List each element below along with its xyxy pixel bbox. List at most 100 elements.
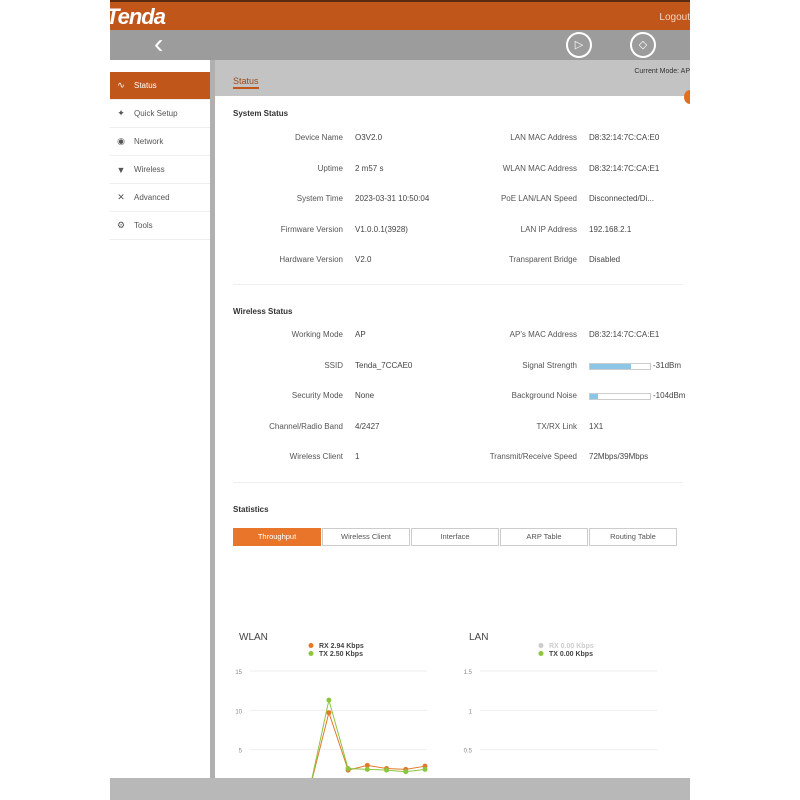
main-header: Status Current Mode: AP (215, 60, 690, 104)
tools-icon: ⚙ (116, 220, 126, 230)
uptime-value: 2 m57 s (355, 163, 384, 173)
bottom-bar (110, 778, 690, 800)
tab-routing-table[interactable]: Routing Table (589, 528, 677, 546)
lan-ip-address-label: LAN IP Address (520, 224, 577, 234)
device-name-label: Device Name (294, 133, 343, 142)
firmware-version-value: V1.0.0.1(3928) (355, 224, 408, 234)
legend-entry[interactable]: RX 2.94 Kbps (319, 643, 364, 650)
router-admin-window: Tenda Logout ‹ ▷ ◇ ∿ Status ✦ Quick Setup ◉ N… (110, 0, 690, 800)
tab-interface[interactable]: Interface (411, 528, 499, 546)
sidebar-item-status[interactable]: ∿ Status (110, 72, 210, 100)
y-tick-label: 1.5 (464, 670, 473, 676)
data-point (326, 697, 332, 703)
lan-mac-address-value: D8:32:14:7C:CA:E0 (589, 133, 660, 142)
divider (233, 284, 683, 285)
ssid-label: SSID (324, 360, 343, 370)
legend-marker (308, 651, 314, 656)
data-point (422, 766, 428, 772)
device-name-value: O3V2.0 (355, 133, 383, 142)
quick-setup-icon: ✦ (117, 108, 125, 118)
wireless-icon: ▼ (116, 164, 126, 175)
series-line (311, 710, 426, 780)
tab-arp-table[interactable]: ARP Table (500, 528, 588, 546)
y-tick-label: 1 (469, 709, 473, 715)
background-noise-label: Background Noise (511, 391, 577, 400)
data-point (364, 762, 370, 768)
poe-lan-lan-speed-label: PoE LAN/LAN Speed (500, 194, 577, 203)
sidebar-item-tools[interactable]: ⚙ Tools (110, 212, 210, 240)
sidebar-item-label: Network (134, 137, 164, 146)
data-point (364, 766, 370, 772)
data-point (384, 767, 390, 773)
tab-throughput[interactable]: Throughput (233, 528, 321, 546)
channel-radio-band-label: Channel/Radio Band (269, 421, 343, 431)
hardware-version-value: V2.0 (355, 255, 372, 264)
tab-status[interactable]: Status (233, 76, 259, 89)
firmware-version-label: Firmware Version (280, 224, 343, 234)
tx-rx-link-label: TX/RX Link (536, 421, 577, 431)
data-point (403, 769, 409, 775)
sidebar-item-wireless[interactable]: ▼ Wireless (110, 156, 210, 184)
sidebar-item-label: Quick Setup (134, 109, 178, 118)
lan-ip-address-value: 192.168.2.1 (589, 224, 632, 234)
poe-lan-lan-speed-value: Disconnected/Di... (589, 194, 654, 203)
wlan-mac-address-label: WLAN MAC Address (502, 163, 577, 173)
working-mode-label: Working Mode (291, 330, 343, 339)
sidebar-item-label: Status (134, 81, 157, 90)
y-tick-label: 10 (235, 709, 242, 715)
chart-title: WLAN (239, 632, 268, 643)
transmit-receive-speed-value: 72Mbps/39Mbps (589, 452, 649, 461)
sidebar-item-network[interactable]: ◉ Network (110, 128, 210, 156)
help-badge[interactable] (684, 90, 690, 104)
working-mode-value: AP (355, 330, 366, 339)
tenda-logo: Tenda (110, 4, 166, 29)
series-line (311, 699, 426, 780)
y-tick-label: 5 (239, 749, 243, 755)
signal-strength-label: Signal Strength (522, 360, 577, 370)
system-status-title: System Status (233, 109, 289, 118)
screen-record-icon[interactable]: ▷ (566, 32, 592, 58)
tab-wireless-client[interactable]: Wireless Client (322, 528, 410, 546)
wlan-mac-address-value: D8:32:14:7C:CA:E1 (589, 163, 660, 173)
divider (233, 482, 683, 483)
data-point (345, 766, 351, 772)
y-tick-label: 0.5 (464, 749, 473, 755)
y-tick-label: 15 (235, 670, 242, 676)
status-icon: ∿ (117, 80, 125, 90)
top-header: Tenda Logout (110, 0, 690, 30)
legend-marker (538, 651, 544, 656)
browser-nav-bar: ‹ ▷ ◇ (110, 30, 690, 60)
statistics-tabs: Throughput Wireless Client Interface ARP Ta… (233, 528, 678, 546)
background-noise-bar (589, 393, 651, 400)
transmit-receive-speed-label: Transmit/Receive Speed (489, 452, 577, 461)
legend-entry[interactable]: TX 2.50 Kbps (319, 651, 363, 658)
back-icon[interactable]: ‹ (154, 28, 164, 59)
signal-strength-bar (589, 363, 651, 370)
rotate-icon[interactable]: ◇ (630, 32, 656, 58)
ap-s-mac-address-value: D8:32:14:7C:CA:E1 (589, 330, 660, 339)
system-time-label: System Time (296, 194, 343, 203)
tx-rx-link-value: 1X1 (589, 421, 604, 431)
wireless-status-title: Wireless Status (233, 307, 293, 316)
sidebar-item-advanced[interactable]: ✕ Advanced (110, 184, 210, 212)
ssid-value: Tenda_7CCAE0 (355, 360, 413, 370)
network-icon: ◉ (117, 136, 125, 146)
uptime-label: Uptime (317, 163, 343, 173)
transparent-bridge-label: Transparent Bridge (508, 255, 577, 264)
sidebar-item-label: Tools (134, 221, 153, 230)
lan-mac-address-label: LAN MAC Address (510, 133, 577, 142)
logout-link[interactable]: Logout (659, 12, 690, 23)
legend-entry[interactable]: TX 0.00 Kbps (549, 651, 593, 658)
legend-marker (308, 643, 314, 648)
system-time-value: 2023-03-31 10:50:04 (355, 194, 430, 203)
legend-entry[interactable]: RX 0.00 Kbps (549, 643, 594, 650)
data-point (326, 710, 332, 716)
background-noise-value: -104dBm (653, 391, 686, 400)
security-mode-label: Security Mode (291, 391, 343, 400)
sidebar-item-quick-setup[interactable]: ✦ Quick Setup (110, 100, 210, 128)
security-mode-value: None (355, 391, 375, 400)
chart-title: LAN (469, 632, 488, 643)
wireless-client-value: 1 (355, 452, 360, 461)
